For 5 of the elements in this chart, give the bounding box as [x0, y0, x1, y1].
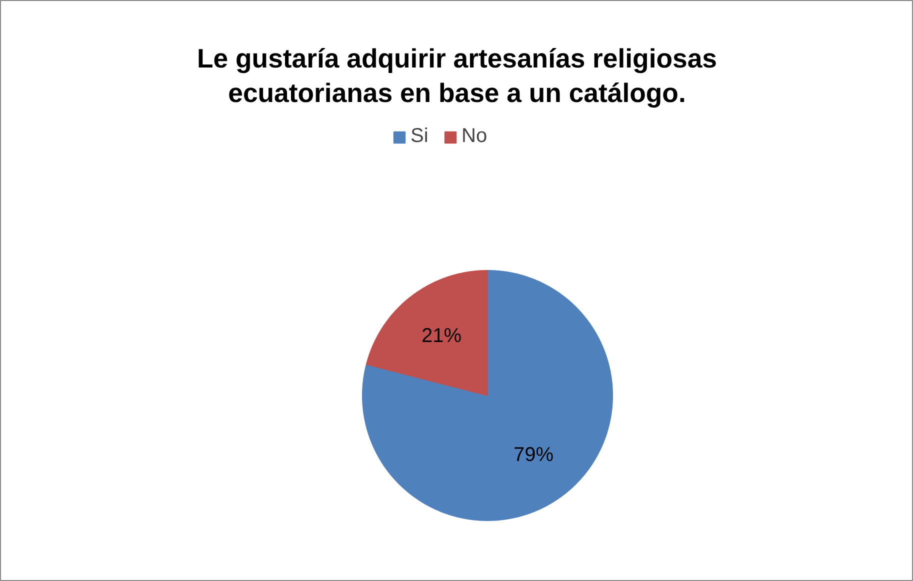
legend-label: No [462, 125, 488, 148]
chart-title: Le gustaría adquirir artesanías religiosas ecuatorianas en base a un catálogo. [196, 43, 718, 108]
data-label: 21% [422, 325, 462, 348]
legend-label: Si [410, 125, 430, 148]
data-label: 79% [513, 444, 554, 466]
